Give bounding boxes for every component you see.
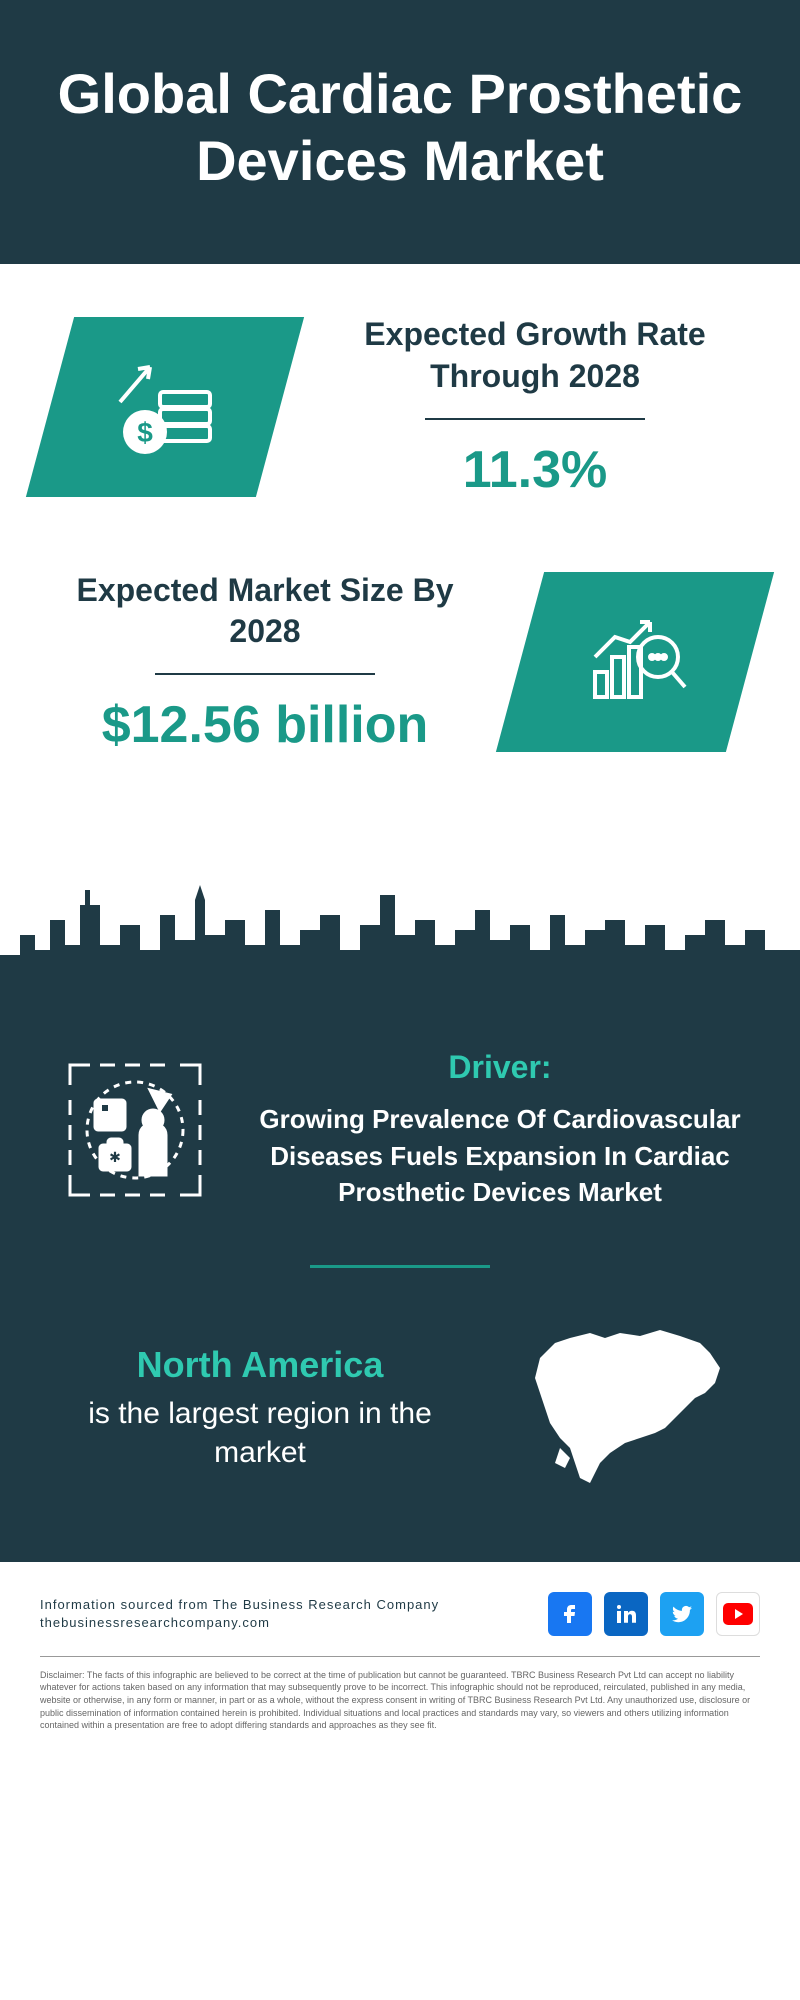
divider (155, 673, 375, 675)
footer-source: Information sourced from The Business Re… (40, 1597, 439, 1612)
header: Global Cardiac Prosthetic Devices Market (0, 0, 800, 264)
footer-source-block: Information sourced from The Business Re… (40, 1597, 439, 1630)
stat-value: 11.3% (320, 440, 750, 500)
stat-growth-rate: $ Expected Growth Rate Through 2028 11.3… (50, 314, 750, 499)
twitter-icon[interactable] (660, 1592, 704, 1636)
page-title: Global Cardiac Prosthetic Devices Market (40, 60, 760, 194)
stat-value: $12.56 billion (50, 695, 480, 755)
region-name: North America (50, 1344, 470, 1386)
driver-region-section: ✱ Driver: Growing Prevalence Of Cardiova… (0, 995, 800, 1558)
footer: Information sourced from The Business Re… (0, 1558, 800, 1752)
skyline-divider (0, 875, 800, 995)
stat-label: Expected Growth Rate Through 2028 (320, 314, 750, 397)
north-america-map-icon (510, 1318, 750, 1498)
svg-text:✱: ✱ (109, 1149, 121, 1165)
linkedin-icon[interactable] (604, 1592, 648, 1636)
driver-icon: ✱ (50, 1045, 220, 1215)
stats-section: $ Expected Growth Rate Through 2028 11.3… (0, 264, 800, 874)
social-icons (548, 1592, 760, 1636)
stat-text-block: Expected Growth Rate Through 2028 11.3% (320, 314, 750, 499)
disclaimer: Disclaimer: The facts of this infographi… (40, 1656, 760, 1732)
region-row: North America is the largest region in t… (50, 1318, 750, 1498)
driver-label: Driver: (250, 1049, 750, 1086)
stat-text-block: Expected Market Size By 2028 $12.56 bill… (50, 570, 480, 755)
driver-description: Growing Prevalence Of Cardiovascular Dis… (250, 1101, 750, 1210)
chart-magnify-icon (520, 572, 750, 752)
driver-text-block: Driver: Growing Prevalence Of Cardiovasc… (250, 1049, 750, 1210)
footer-top: Information sourced from The Business Re… (40, 1592, 760, 1656)
region-description: is the largest region in the market (50, 1394, 470, 1472)
footer-url: thebusinessresearchcompany.com (40, 1615, 439, 1630)
facebook-icon[interactable] (548, 1592, 592, 1636)
section-divider (310, 1265, 490, 1268)
youtube-icon[interactable] (716, 1592, 760, 1636)
region-text-block: North America is the largest region in t… (50, 1344, 470, 1472)
money-growth-icon: $ (50, 317, 280, 497)
stat-market-size: Expected Market Size By 2028 $12.56 bill… (50, 570, 750, 755)
divider (425, 418, 645, 420)
driver-row: ✱ Driver: Growing Prevalence Of Cardiova… (50, 1045, 750, 1215)
svg-text:$: $ (137, 417, 153, 448)
stat-label: Expected Market Size By 2028 (50, 570, 480, 653)
